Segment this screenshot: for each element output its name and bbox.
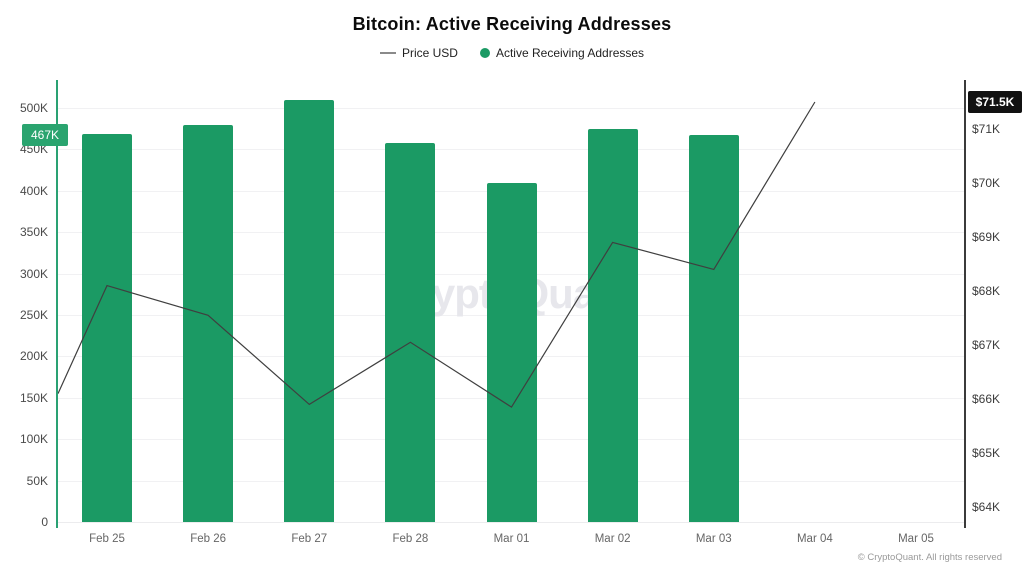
- copyright-notice: © CryptoQuant. All rights reserved: [857, 552, 1002, 563]
- price-line-icon: [379, 52, 396, 54]
- gridline: [58, 108, 966, 109]
- left-axis-tick-label: 250K: [19, 308, 48, 322]
- x-axis-label: Mar 04: [796, 533, 833, 545]
- left-axis-tick-label: 50K: [26, 473, 48, 488]
- left-axis-tick-label: 200K: [19, 349, 48, 364]
- bar-feb-26[interactable]: [183, 125, 234, 522]
- x-axis-label: Feb 25: [89, 533, 125, 545]
- legend-price-label: Price USD: [401, 46, 458, 60]
- x-axis-label: Mar 01: [493, 533, 530, 545]
- current-addresses-badge: 467K: [22, 124, 68, 147]
- left-axis-tick-label: 300K: [19, 266, 48, 281]
- bar-mar-02[interactable]: [587, 128, 638, 522]
- x-axis-label: Mar 03: [695, 533, 732, 545]
- left-axis-tick-label: 400K: [19, 183, 48, 198]
- legend-item-addresses[interactable]: Active Receiving Addresses: [479, 46, 645, 60]
- right-axis-tick-label: $68K: [972, 284, 1001, 298]
- right-axis-tick-label: $67K: [972, 338, 1001, 352]
- bar-mar-01[interactable]: [486, 183, 537, 522]
- price-line: [57, 101, 816, 408]
- bar-feb-25[interactable]: [82, 133, 132, 522]
- right-axis-tick-label: $65K: [972, 446, 1001, 460]
- x-axis-label: Feb 28: [392, 533, 429, 545]
- bar-feb-28[interactable]: [385, 142, 436, 522]
- current-price-badge: $71.5K: [968, 91, 1022, 113]
- chart-title: Bitcoin: Active Receiving Addresses: [352, 14, 672, 34]
- right-axis-tick-label: $69K: [972, 230, 1001, 244]
- right-axis-tick-label: $66K: [972, 392, 1001, 406]
- x-axis-label: Feb 26: [190, 533, 227, 545]
- x-axis-baseline: [58, 522, 966, 523]
- addresses-dot-icon: [479, 48, 490, 58]
- legend-item-price[interactable]: Price USD: [379, 46, 458, 60]
- left-axis-tick-label: 0: [41, 515, 48, 529]
- x-axis-label: Mar 02: [594, 533, 631, 545]
- x-axis-label: Mar 05: [898, 533, 934, 545]
- bar-feb-27[interactable]: [284, 99, 335, 522]
- x-axis-label: Feb 27: [291, 533, 328, 545]
- left-axis-tick-label: 150K: [19, 390, 48, 405]
- right-axis-tick-label: $64K: [972, 500, 1001, 514]
- left-axis-tick-label: 500K: [19, 101, 48, 115]
- chart-legend: Price USD Active Receiving Addresses: [0, 44, 1024, 62]
- right-axis-tick-label: $70K: [972, 176, 1001, 190]
- legend-addresses-label: Active Receiving Addresses: [495, 46, 645, 60]
- left-axis-line: [56, 80, 58, 528]
- right-axis-line: [964, 80, 966, 528]
- left-axis-tick-label: 350K: [19, 225, 48, 240]
- bar-mar-03[interactable]: [688, 135, 739, 522]
- gridline: [58, 149, 966, 151]
- right-axis-tick-label: $71K: [972, 122, 1001, 136]
- left-axis-tick-label: 100K: [19, 432, 48, 447]
